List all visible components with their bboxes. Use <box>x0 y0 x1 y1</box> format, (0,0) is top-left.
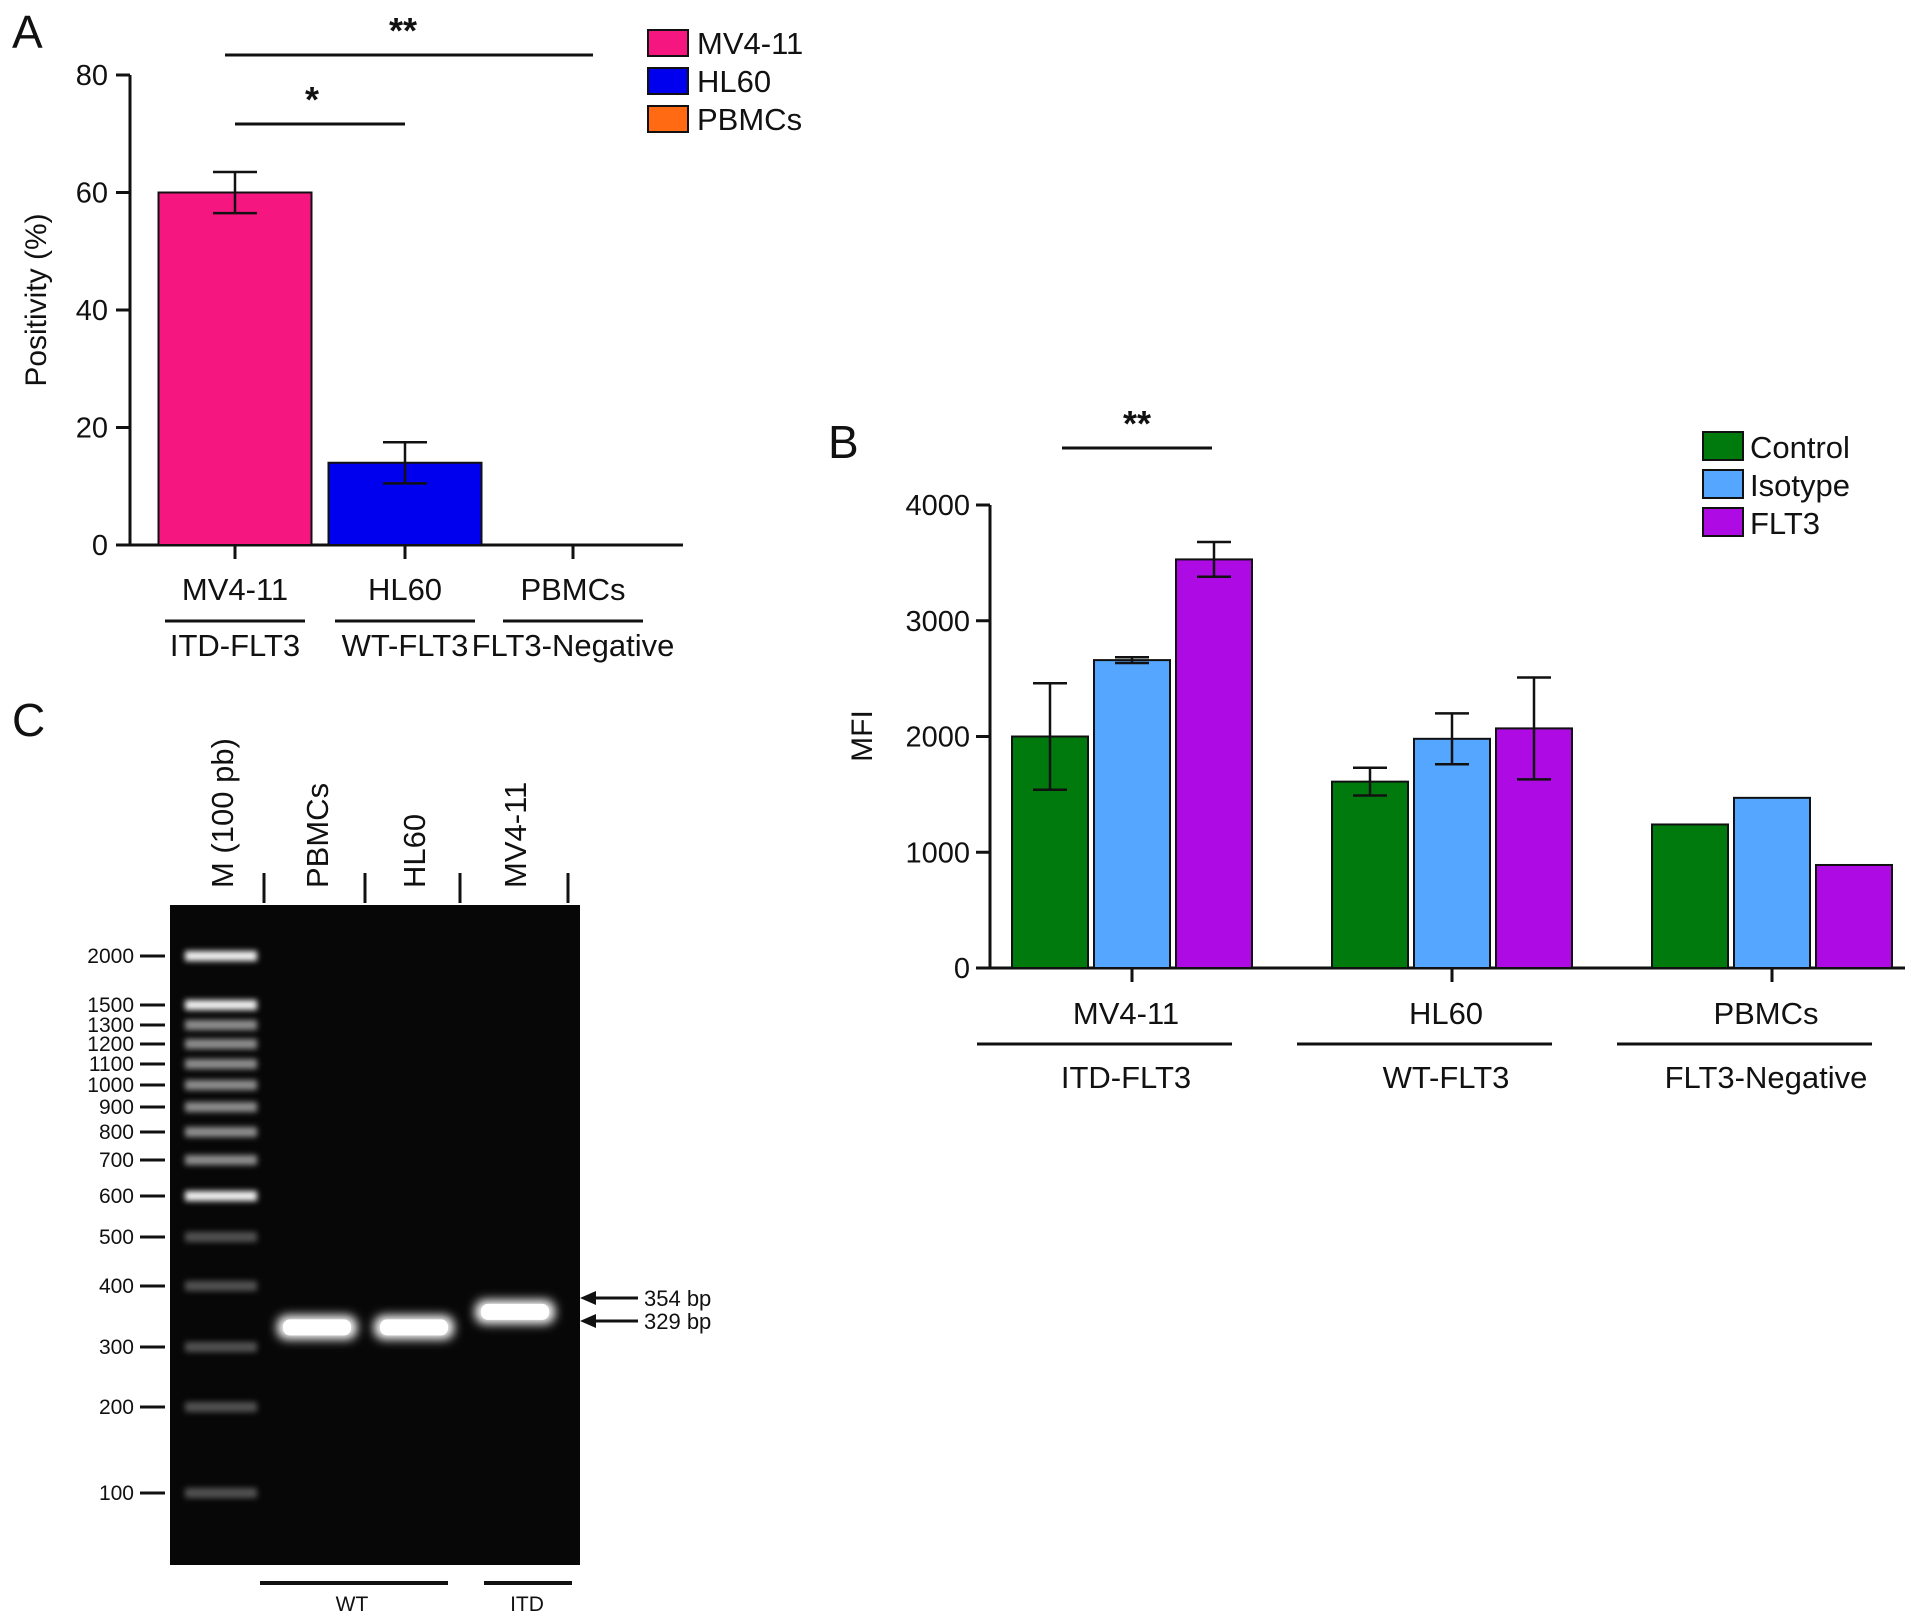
y-tick-label-a: 80 <box>76 60 108 92</box>
gel-lane-label: MV4-11 <box>498 782 533 888</box>
group-label-a: ITD-FLT3 <box>170 628 300 663</box>
category-label-b: HL60 <box>1409 996 1483 1031</box>
sample-band-core <box>283 1319 351 1336</box>
group-label-a: WT-FLT3 <box>342 628 469 663</box>
gel-size-label: 1100 <box>89 1053 134 1076</box>
gel-size-label: 600 <box>99 1185 134 1208</box>
ladder-band <box>185 1059 257 1069</box>
gel-group-label: ITD <box>510 1593 544 1616</box>
gel-size-label: 1300 <box>87 1014 134 1037</box>
gel-arrow-label: 329 bp <box>644 1309 711 1334</box>
legend-swatch-a <box>647 105 689 133</box>
y-tick-label-a: 40 <box>76 295 108 327</box>
ladder-band <box>185 1020 257 1030</box>
gel-arrow-label: 354 bp <box>644 1286 711 1311</box>
gel-size-label: 100 <box>99 1482 134 1505</box>
group-label-b: FLT3-Negative <box>1665 1060 1868 1095</box>
gel-size-label: 500 <box>99 1226 134 1249</box>
ladder-band <box>185 951 257 961</box>
y-tick-label-b: 1000 <box>905 837 970 869</box>
gel-size-label: 1500 <box>87 994 134 1017</box>
group-label-b: WT-FLT3 <box>1383 1060 1510 1095</box>
bar-b <box>1331 780 1409 970</box>
bar-b <box>1815 863 1893 969</box>
ladder-band <box>185 1000 257 1010</box>
legend-label-b: Isotype <box>1750 468 1850 503</box>
significance-star-a: * <box>305 79 319 120</box>
gel-group-label: WT <box>336 1593 369 1616</box>
sample-band-core <box>481 1303 549 1320</box>
panel-label-c: C <box>12 694 45 746</box>
significance-star-a: ** <box>389 10 417 51</box>
gel-lane-label: M (100 pb) <box>205 738 240 888</box>
y-tick-label-b: 2000 <box>905 722 970 754</box>
ladder-band <box>185 1402 257 1412</box>
sample-band-core <box>380 1319 448 1336</box>
ladder-band <box>185 1191 257 1201</box>
legend-swatch-a <box>647 29 689 57</box>
gel-size-label: 2000 <box>87 945 134 968</box>
ladder-band <box>185 1127 257 1137</box>
panel-label-b: B <box>828 416 859 468</box>
panel-label-a: A <box>12 6 43 58</box>
bar-a <box>157 191 313 546</box>
gel-size-label: 300 <box>99 1336 134 1359</box>
y-tick-label-a: 20 <box>76 413 108 445</box>
gel-size-label: 400 <box>99 1275 134 1298</box>
gel-size-label: 700 <box>99 1149 134 1172</box>
ladder-band <box>185 1039 257 1049</box>
legend-swatch-b <box>1702 507 1744 537</box>
y-tick-label-a: 60 <box>76 178 108 210</box>
legend-label-a: MV4-11 <box>697 26 803 61</box>
gel-size-label: 1000 <box>87 1074 134 1097</box>
gel-lane-label: HL60 <box>397 814 432 888</box>
legend-swatch-b <box>1702 469 1744 499</box>
y-tick-label-b: 3000 <box>905 606 970 638</box>
legend-label-b: Control <box>1750 430 1850 465</box>
gel-size-label: 900 <box>99 1096 134 1119</box>
category-label-b: PBMCs <box>1713 996 1818 1031</box>
bar-b <box>1175 558 1253 970</box>
gel-arrow-head <box>580 1291 596 1305</box>
bar-b <box>1413 737 1491 969</box>
ladder-band <box>185 1155 257 1165</box>
gel-arrow-head <box>580 1314 596 1328</box>
y-axis-title-a: Positivity (%) <box>20 213 53 386</box>
legend-label-a: PBMCs <box>697 102 802 137</box>
legend-swatch-b <box>1702 431 1744 461</box>
y-axis-title-b: MFI <box>846 710 879 762</box>
category-label-a: MV4-11 <box>182 572 288 607</box>
legend-label-b: FLT3 <box>1750 506 1820 541</box>
group-label-a: FLT3-Negative <box>472 628 675 663</box>
chart-panel-b: MFI 0 1000 2000 3000 4000 MV4-11 ITD-FLT3 HL60 W… <box>846 403 1905 1095</box>
category-label-b: MV4-11 <box>1073 996 1179 1031</box>
ladder-band <box>185 1080 257 1090</box>
bar-b <box>1733 796 1811 969</box>
category-label-a: PBMCs <box>520 572 625 607</box>
ladder-band <box>185 1102 257 1112</box>
y-tick-label-a: 0 <box>92 530 108 562</box>
ladder-band <box>185 1488 257 1498</box>
significance-star-b: ** <box>1123 403 1151 444</box>
ladder-band <box>185 1232 257 1242</box>
gel-lane-label: PBMCs <box>300 783 335 888</box>
ladder-band <box>185 1342 257 1352</box>
gel-size-label: 200 <box>99 1396 134 1419</box>
legend-label-a: HL60 <box>697 64 771 99</box>
chart-panel-a: Positivity (%) 0 20 40 60 80 MV4-11 ITD-FLT3 HL… <box>20 10 803 663</box>
legend-swatch-a <box>647 67 689 95</box>
gel-size-label: 1200 <box>87 1033 134 1056</box>
gel-size-label: 800 <box>99 1121 134 1144</box>
group-label-b: ITD-FLT3 <box>1061 1060 1191 1095</box>
bar-b <box>1651 823 1729 969</box>
category-label-a: HL60 <box>368 572 442 607</box>
bar-b <box>1093 659 1171 969</box>
y-tick-label-b: 4000 <box>905 490 970 522</box>
y-tick-label-b: 0 <box>954 953 970 985</box>
ladder-band <box>185 1281 257 1291</box>
